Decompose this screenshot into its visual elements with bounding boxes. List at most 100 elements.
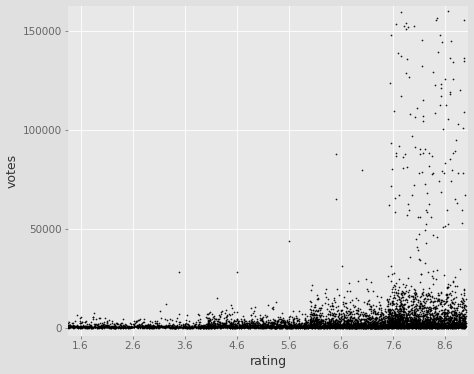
Point: [397, 324, 404, 329]
Point: [424, 324, 432, 329]
Point: [460, 304, 467, 310]
Point: [449, 323, 456, 329]
Point: [438, 324, 446, 330]
Point: [202, 324, 210, 330]
Point: [408, 324, 416, 329]
Point: [427, 298, 435, 304]
Point: [301, 324, 309, 329]
Point: [427, 324, 435, 330]
Point: [328, 317, 335, 323]
Point: [172, 325, 180, 331]
Point: [228, 316, 235, 322]
Point: [369, 325, 376, 331]
Point: [319, 319, 327, 325]
Point: [417, 298, 424, 304]
Point: [149, 322, 157, 328]
Point: [418, 321, 426, 327]
Point: [318, 318, 325, 324]
Point: [427, 324, 434, 329]
Point: [370, 324, 378, 330]
Point: [434, 320, 442, 326]
Point: [346, 315, 354, 321]
Point: [447, 178, 455, 184]
Point: [214, 322, 221, 328]
Point: [418, 322, 425, 328]
Point: [388, 324, 395, 330]
Point: [144, 322, 151, 328]
Point: [450, 315, 457, 321]
Point: [413, 306, 421, 312]
Point: [422, 317, 430, 323]
Point: [355, 323, 362, 329]
Point: [433, 324, 440, 330]
Point: [368, 321, 376, 327]
Point: [447, 314, 454, 320]
Point: [399, 324, 407, 330]
Point: [215, 321, 222, 327]
Point: [313, 318, 320, 324]
Point: [405, 324, 413, 330]
Point: [377, 322, 385, 328]
Point: [346, 317, 354, 323]
Point: [461, 319, 469, 325]
Point: [306, 318, 313, 324]
Point: [178, 325, 185, 331]
Point: [134, 324, 142, 330]
Point: [432, 324, 439, 330]
Point: [380, 324, 387, 330]
Point: [327, 324, 334, 329]
Point: [315, 323, 322, 329]
Point: [371, 324, 378, 329]
Point: [395, 319, 402, 325]
Point: [425, 295, 432, 301]
Point: [65, 325, 73, 331]
Point: [439, 323, 447, 329]
Point: [204, 324, 211, 330]
Point: [310, 324, 318, 330]
Point: [391, 324, 399, 330]
Point: [334, 321, 342, 327]
Point: [245, 323, 252, 329]
Point: [343, 324, 351, 330]
Point: [265, 323, 273, 329]
Point: [403, 324, 411, 330]
Point: [154, 324, 162, 330]
Point: [430, 319, 438, 325]
Point: [417, 316, 424, 322]
Point: [89, 324, 97, 330]
Point: [389, 325, 396, 331]
Point: [395, 143, 402, 149]
Point: [261, 321, 269, 327]
Point: [94, 324, 101, 330]
Point: [82, 318, 90, 324]
Point: [357, 325, 365, 331]
Point: [301, 322, 309, 328]
Point: [268, 325, 275, 331]
Point: [293, 322, 301, 328]
Point: [379, 319, 387, 325]
Point: [393, 316, 401, 322]
Point: [391, 306, 398, 312]
Point: [218, 324, 225, 330]
Point: [293, 322, 301, 328]
Point: [441, 310, 449, 316]
Point: [356, 323, 363, 329]
Point: [378, 318, 385, 324]
Point: [360, 325, 367, 331]
Point: [364, 325, 372, 331]
Point: [399, 324, 406, 330]
Point: [289, 323, 296, 329]
Point: [452, 325, 460, 331]
Point: [200, 325, 208, 331]
Point: [430, 304, 438, 310]
Point: [201, 324, 209, 330]
Point: [429, 317, 437, 323]
Point: [435, 323, 442, 329]
Point: [378, 324, 386, 330]
Point: [311, 321, 319, 327]
Point: [253, 322, 260, 328]
Point: [269, 324, 277, 330]
Point: [389, 312, 396, 318]
Point: [451, 324, 459, 330]
Point: [427, 310, 434, 316]
